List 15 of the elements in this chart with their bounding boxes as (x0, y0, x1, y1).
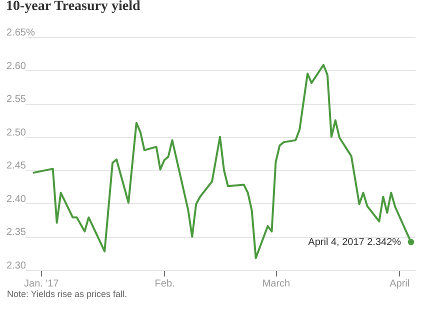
y-tick-label: 2.30 (6, 260, 26, 272)
x-tick-label: April (390, 278, 410, 290)
chart-title: 10-year Treasury yield (6, 0, 140, 14)
y-tick-label: 2.40 (6, 194, 26, 205)
x-tick-label: March (262, 278, 290, 290)
text: Note: Yields rise as prices fall. (7, 289, 128, 299)
y-tick-label: 2.65% (6, 28, 35, 38)
x-tick-label: Feb. (154, 278, 175, 290)
y-tick-label: 2.60 (6, 60, 26, 72)
y-tick-label: 2.55 (6, 94, 26, 106)
y-tick-label: 2.35 (6, 227, 26, 238)
y-tick-label: 2.50 (6, 127, 26, 138)
annotation: April 4, 2017 2.342% (308, 237, 402, 248)
y-tick-label: 2.45 (6, 160, 26, 172)
x-tick-label: Jan. '17 (24, 278, 60, 290)
